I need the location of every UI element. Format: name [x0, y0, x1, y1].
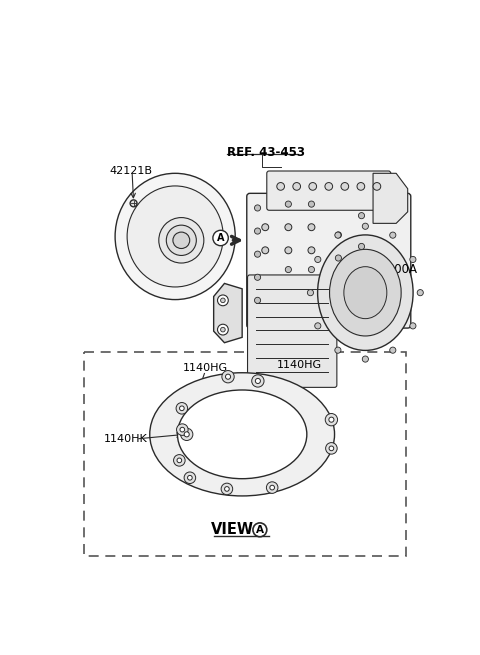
Circle shape [262, 247, 269, 253]
Circle shape [390, 347, 396, 353]
Circle shape [315, 256, 321, 263]
Circle shape [221, 483, 233, 495]
Circle shape [254, 297, 261, 303]
Circle shape [307, 290, 313, 296]
Circle shape [277, 183, 285, 190]
Circle shape [308, 224, 315, 231]
Ellipse shape [318, 235, 413, 350]
Ellipse shape [159, 217, 204, 263]
Circle shape [410, 256, 416, 263]
Ellipse shape [344, 267, 387, 318]
Text: A: A [217, 233, 224, 243]
Circle shape [180, 406, 184, 411]
Ellipse shape [178, 390, 307, 479]
Circle shape [308, 247, 315, 253]
Circle shape [213, 231, 228, 246]
Circle shape [325, 443, 337, 454]
Circle shape [254, 205, 261, 211]
Text: 1140HG: 1140HG [183, 363, 228, 373]
Circle shape [329, 417, 334, 422]
Ellipse shape [166, 225, 196, 255]
Circle shape [308, 267, 314, 272]
Polygon shape [214, 284, 242, 343]
Circle shape [315, 323, 321, 329]
Circle shape [285, 247, 292, 253]
Circle shape [270, 485, 275, 490]
Text: 1140HK: 1140HK [104, 434, 147, 444]
Circle shape [217, 295, 228, 306]
Circle shape [325, 413, 337, 426]
Circle shape [417, 290, 423, 296]
Circle shape [177, 424, 188, 436]
Circle shape [226, 374, 230, 379]
Text: 45000A: 45000A [372, 263, 417, 276]
Circle shape [336, 232, 341, 238]
Circle shape [176, 403, 188, 414]
Circle shape [254, 274, 261, 280]
Circle shape [254, 251, 261, 257]
Circle shape [309, 183, 317, 190]
Circle shape [359, 213, 365, 219]
Circle shape [357, 183, 365, 190]
Circle shape [285, 201, 291, 207]
FancyBboxPatch shape [248, 275, 337, 387]
Circle shape [221, 328, 225, 332]
Circle shape [188, 476, 192, 480]
Text: 1140HG: 1140HG [277, 360, 322, 369]
Circle shape [255, 379, 261, 383]
Circle shape [308, 201, 314, 207]
Circle shape [180, 427, 185, 432]
FancyBboxPatch shape [247, 193, 411, 328]
Circle shape [373, 183, 381, 190]
Circle shape [336, 255, 341, 261]
Circle shape [180, 428, 193, 441]
Ellipse shape [127, 186, 223, 287]
Circle shape [225, 487, 229, 491]
Circle shape [325, 183, 333, 190]
Circle shape [130, 200, 137, 207]
Circle shape [293, 183, 300, 190]
Circle shape [266, 482, 278, 493]
Ellipse shape [330, 250, 401, 336]
Circle shape [335, 347, 341, 353]
Circle shape [390, 232, 396, 238]
Circle shape [362, 356, 369, 362]
Circle shape [329, 446, 334, 451]
Text: VIEW: VIEW [211, 522, 254, 537]
Circle shape [252, 375, 264, 387]
Circle shape [221, 298, 225, 303]
Circle shape [359, 244, 365, 250]
Circle shape [174, 455, 185, 466]
Circle shape [184, 432, 189, 437]
Circle shape [253, 523, 267, 536]
Circle shape [341, 183, 348, 190]
Circle shape [410, 323, 416, 329]
Circle shape [177, 458, 181, 462]
Circle shape [222, 371, 234, 383]
Circle shape [254, 228, 261, 234]
Circle shape [184, 472, 196, 483]
Circle shape [285, 224, 292, 231]
Ellipse shape [150, 373, 335, 496]
Circle shape [217, 324, 228, 335]
Text: 42121B: 42121B [109, 166, 152, 176]
Circle shape [262, 224, 269, 231]
Ellipse shape [173, 232, 190, 248]
Text: A: A [256, 525, 264, 535]
Text: REF. 43-453: REF. 43-453 [227, 146, 305, 159]
Circle shape [335, 232, 341, 238]
Ellipse shape [115, 174, 235, 299]
FancyBboxPatch shape [267, 171, 391, 210]
Polygon shape [373, 174, 408, 223]
Circle shape [362, 223, 369, 229]
Circle shape [285, 267, 291, 272]
